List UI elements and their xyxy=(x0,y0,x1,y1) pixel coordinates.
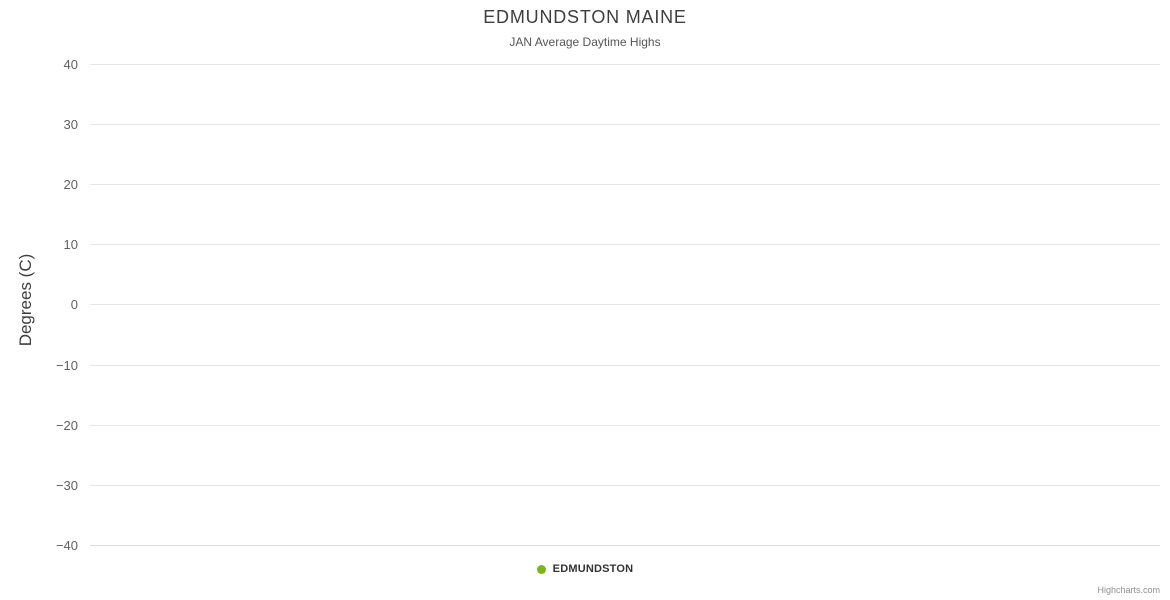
plot-area xyxy=(90,64,1160,546)
y-axis-tick-label: −10 xyxy=(55,358,78,373)
y-axis-tick-label: 30 xyxy=(63,117,78,132)
highcharts-credits-link[interactable]: Highcharts.com xyxy=(1097,585,1160,595)
gridline xyxy=(90,124,1160,125)
y-axis-tick-label: −40 xyxy=(55,538,78,553)
chart-subtitle: JAN Average Daytime Highs xyxy=(509,35,661,49)
y-axis-tick-label: 40 xyxy=(63,57,78,72)
y-axis-tick-label: 0 xyxy=(70,297,78,312)
gridline xyxy=(90,365,1160,366)
gridline xyxy=(90,184,1160,185)
legend-item-edmundston[interactable]: EDMUNDSTON xyxy=(536,563,634,575)
chart-legend: EDMUNDSTON xyxy=(0,563,1170,575)
chart-title: EDMUNDSTON MAINE xyxy=(483,7,687,27)
y-axis-tick-label: 10 xyxy=(63,237,78,252)
gridline xyxy=(90,64,1160,65)
gridline xyxy=(90,485,1160,486)
gridline xyxy=(90,425,1160,426)
legend-marker-icon xyxy=(536,564,546,574)
y-axis-tick-label: −20 xyxy=(55,418,78,433)
y-axis-tick-label: −30 xyxy=(55,478,78,493)
gridline-baseline xyxy=(90,545,1160,546)
legend-item-label: EDMUNDSTON xyxy=(552,563,634,575)
gridline xyxy=(90,244,1160,245)
gridline xyxy=(90,304,1160,305)
y-axis-tick-label: 20 xyxy=(63,177,78,192)
